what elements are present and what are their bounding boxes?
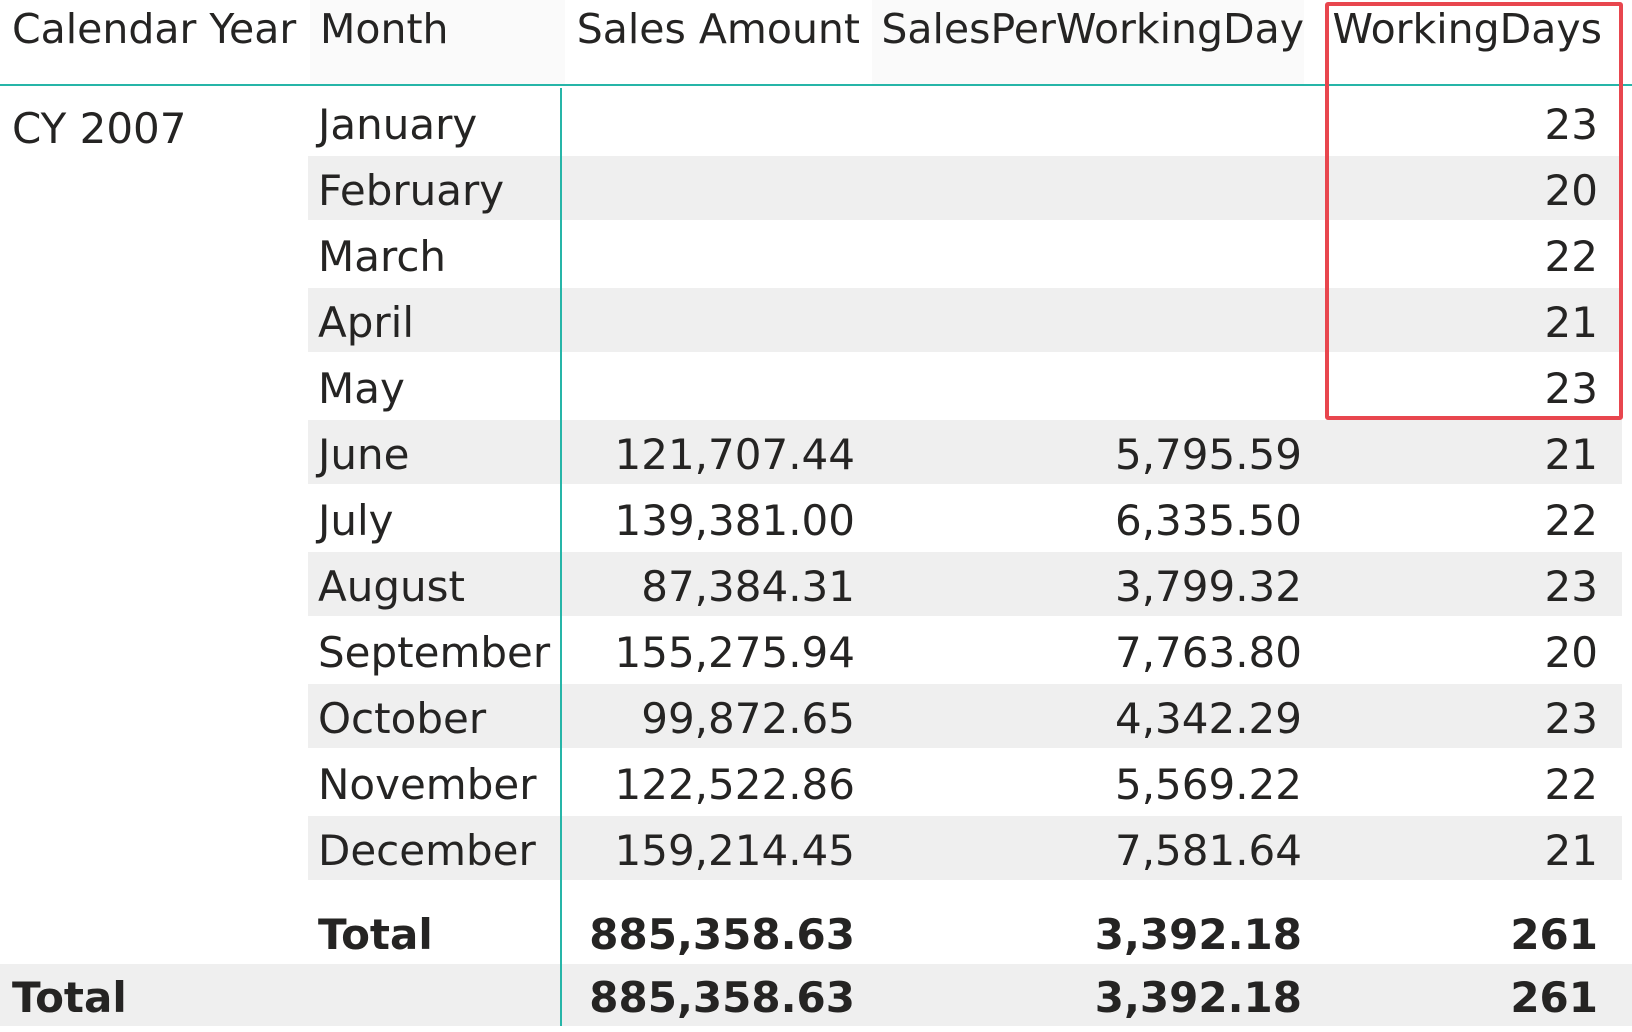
subtotal-working-days: 261 — [1510, 910, 1598, 959]
cell-month[interactable]: January — [318, 100, 478, 149]
cell-sales-per-working-day — [872, 156, 1302, 220]
cell-sales-per-working-day — [872, 354, 1302, 418]
cell-sales-per-working-day — [872, 222, 1302, 286]
cell-sales-amount — [565, 156, 855, 220]
cell-sales-amount: 155,275.94 — [614, 628, 855, 677]
cell-sales-amount: 122,522.86 — [614, 760, 855, 809]
column-header-working-days[interactable]: WorkingDays — [1330, 0, 1602, 84]
cell-sales-amount — [565, 222, 855, 286]
table-row: April 21 — [0, 288, 1632, 354]
table-row: March 22 — [0, 222, 1632, 288]
subtotal-sales-per-working-day: 3,392.18 — [1094, 910, 1302, 959]
cell-sales-per-working-day: 7,763.80 — [1114, 628, 1302, 677]
cell-working-days: 20 — [1544, 628, 1598, 677]
cell-working-days: 21 — [1544, 298, 1598, 347]
table-row: May 23 — [0, 354, 1632, 420]
cell-sales-per-working-day: 5,569.22 — [1114, 760, 1302, 809]
subtotal-sales-amount: 885,358.63 — [589, 910, 855, 959]
row-stripe — [308, 288, 1622, 352]
cell-sales-per-working-day — [872, 288, 1302, 352]
cell-month[interactable]: September — [318, 628, 551, 677]
subtotal-row: Total 885,358.63 3,392.18 261 — [0, 900, 1632, 966]
row-stripe — [308, 684, 1622, 748]
grand-total-sales-per-working-day: 3,392.18 — [1094, 973, 1302, 1022]
cell-month[interactable]: December — [318, 826, 536, 875]
table-row: June 121,707.44 5,795.59 21 — [0, 420, 1632, 486]
cell-sales-per-working-day: 3,799.32 — [1114, 562, 1302, 611]
table-row: August 87,384.31 3,799.32 23 — [0, 552, 1632, 618]
column-header-sales-amount[interactable]: Sales Amount — [565, 0, 860, 84]
cell-sales-per-working-day: 6,335.50 — [1114, 496, 1302, 545]
cell-working-days: 23 — [1544, 562, 1598, 611]
highlight-box — [1325, 2, 1623, 420]
table-row: December 159,214.45 7,581.64 21 — [0, 816, 1632, 882]
row-stripe — [308, 552, 1622, 616]
cell-sales-amount — [565, 90, 855, 154]
table-row: September 155,275.94 7,763.80 20 — [0, 618, 1632, 684]
row-stripe — [308, 420, 1622, 484]
cell-working-days: 22 — [1544, 496, 1598, 545]
cell-working-days: 20 — [1544, 166, 1598, 215]
cell-sales-per-working-day: 5,795.59 — [1114, 430, 1302, 479]
column-divider — [560, 88, 562, 1026]
cell-month[interactable]: November — [318, 760, 537, 809]
row-stripe — [308, 816, 1622, 880]
cell-working-days: 22 — [1544, 232, 1598, 281]
column-header-calendar-year[interactable]: Calendar Year — [12, 0, 302, 84]
column-header-sales-per-working-day[interactable]: SalesPerWorkingDay — [872, 0, 1304, 84]
table-row: October 99,872.65 4,342.29 23 — [0, 684, 1632, 750]
cell-month[interactable]: August — [318, 562, 465, 611]
table-row: November 122,522.86 5,569.22 22 — [0, 750, 1632, 816]
table-header: Calendar Year Month Sales Amount SalesPe… — [0, 0, 1632, 86]
cell-sales-amount: 87,384.31 — [641, 562, 855, 611]
cell-sales-amount: 159,214.45 — [614, 826, 855, 875]
cell-working-days: 23 — [1544, 100, 1598, 149]
table-row: February 20 — [0, 156, 1632, 222]
grand-total-row: Total 885,358.63 3,392.18 261 — [0, 964, 1632, 1026]
cell-working-days: 22 — [1544, 760, 1598, 809]
cell-sales-amount — [565, 354, 855, 418]
cell-month[interactable]: April — [318, 298, 414, 347]
subtotal-label: Total — [318, 910, 433, 959]
cell-sales-amount: 139,381.00 — [614, 496, 855, 545]
cell-month[interactable]: February — [318, 166, 505, 215]
cell-working-days: 23 — [1544, 364, 1598, 413]
cell-sales-amount: 99,872.65 — [641, 694, 855, 743]
grand-total-label: Total — [12, 973, 127, 1022]
row-stripe — [308, 156, 1622, 220]
table-row: July 139,381.00 6,335.50 22 — [0, 486, 1632, 552]
cell-sales-per-working-day — [872, 90, 1302, 154]
cell-sales-amount — [565, 288, 855, 352]
cell-working-days: 21 — [1544, 826, 1598, 875]
grand-total-sales-amount: 885,358.63 — [589, 973, 855, 1022]
cell-working-days: 23 — [1544, 694, 1598, 743]
cell-month[interactable]: October — [318, 694, 487, 743]
column-header-month[interactable]: Month — [310, 0, 570, 84]
row-header-year[interactable]: CY 2007 — [12, 104, 187, 153]
cell-month[interactable]: March — [318, 232, 447, 281]
cell-sales-amount: 121,707.44 — [614, 430, 855, 479]
cell-month[interactable]: June — [318, 430, 410, 479]
cell-month[interactable]: July — [318, 496, 394, 545]
cell-sales-per-working-day: 7,581.64 — [1114, 826, 1302, 875]
cell-sales-per-working-day: 4,342.29 — [1114, 694, 1302, 743]
grand-total-working-days: 261 — [1510, 973, 1598, 1022]
cell-month[interactable]: May — [318, 364, 405, 413]
cell-working-days: 21 — [1544, 430, 1598, 479]
table-row: January 23 — [0, 90, 1632, 156]
